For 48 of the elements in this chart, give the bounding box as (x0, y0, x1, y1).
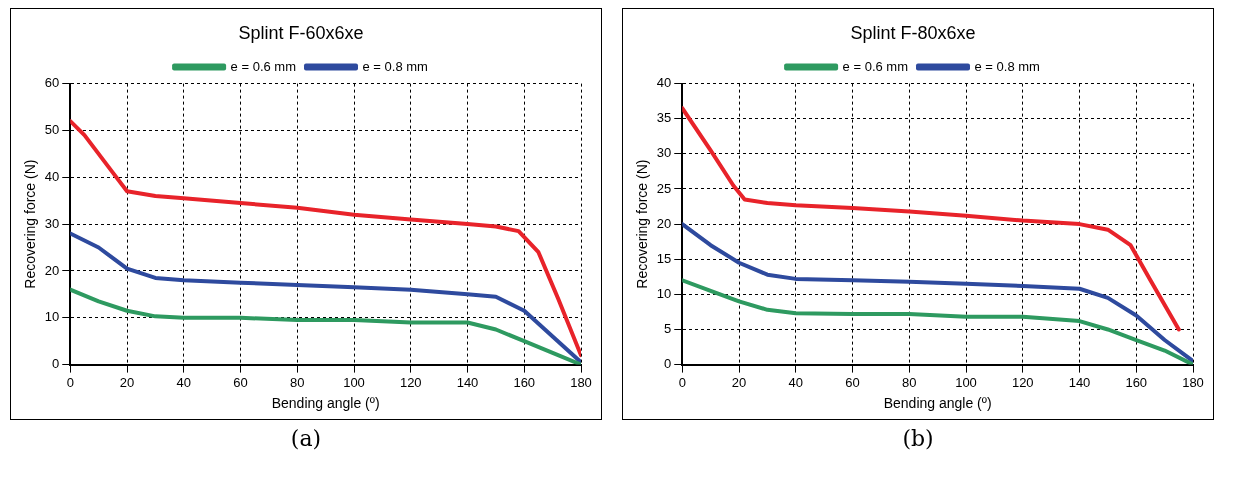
x-tick-label: 140 (456, 374, 479, 390)
x-tick-label: 120 (399, 374, 422, 390)
y-tick-label: 20 (656, 215, 672, 231)
y-tick-label: 25 (656, 180, 672, 196)
x-axis-title: Bending angle (º) (883, 395, 992, 412)
legend-label: e = 0.6 mm (230, 58, 296, 74)
text: (b) (902, 426, 934, 451)
y-tick-label: 0 (664, 356, 672, 372)
chart-title: Splint F-80x6xe (850, 22, 976, 43)
x-tick-label: 80 (290, 374, 305, 390)
x-tick-label: 0 (678, 374, 686, 390)
chart-title: Splint F-60x6xe (238, 22, 364, 43)
x-tick-label: 40 (788, 374, 803, 390)
y-tick-label: 30 (656, 145, 672, 161)
y-tick-label: 20 (44, 262, 60, 278)
x-tick-label: 180 (1182, 374, 1204, 390)
legend-label: e = 0.8 mm (974, 58, 1040, 74)
x-tick-label: 100 (955, 374, 977, 390)
x-tick-label: 20 (119, 374, 135, 390)
y-tick-label: 0 (52, 356, 60, 372)
y-tick-label: 15 (656, 250, 672, 266)
legend-label: e = 0.6 mm (842, 58, 908, 74)
x-tick-label: 60 (845, 374, 860, 390)
y-axis-title: Recovering force (N) (634, 159, 651, 289)
y-tick-label: 35 (656, 110, 672, 126)
x-axis-title: Bending angle (º) (271, 395, 380, 412)
y-tick-label: 10 (656, 285, 672, 301)
x-tick-label: 40 (176, 374, 191, 390)
x-tick-label: 160 (513, 374, 536, 390)
y-tick-label: 40 (44, 168, 60, 184)
y-tick-label: 40 (656, 75, 672, 91)
y-tick-label: 30 (44, 215, 60, 231)
x-tick-label: 100 (343, 374, 365, 390)
y-tick-label: 10 (44, 309, 60, 325)
x-tick-label: 120 (1011, 374, 1034, 390)
x-tick-label: 0 (66, 374, 74, 390)
legend-label: e = 0.8 mm (362, 58, 428, 74)
x-tick-label: 80 (902, 374, 917, 390)
y-axis-title: Recovering force (N) (22, 159, 39, 289)
x-tick-label: 60 (233, 374, 248, 390)
x-tick-label: 140 (1068, 374, 1091, 390)
x-tick-label: 160 (1125, 374, 1148, 390)
text: (a) (290, 426, 322, 451)
y-tick-label: 5 (664, 321, 672, 337)
y-tick-label: 50 (44, 122, 60, 138)
y-tick-label: 60 (44, 75, 60, 91)
x-tick-label: 180 (570, 374, 592, 390)
x-tick-label: 20 (731, 374, 747, 390)
